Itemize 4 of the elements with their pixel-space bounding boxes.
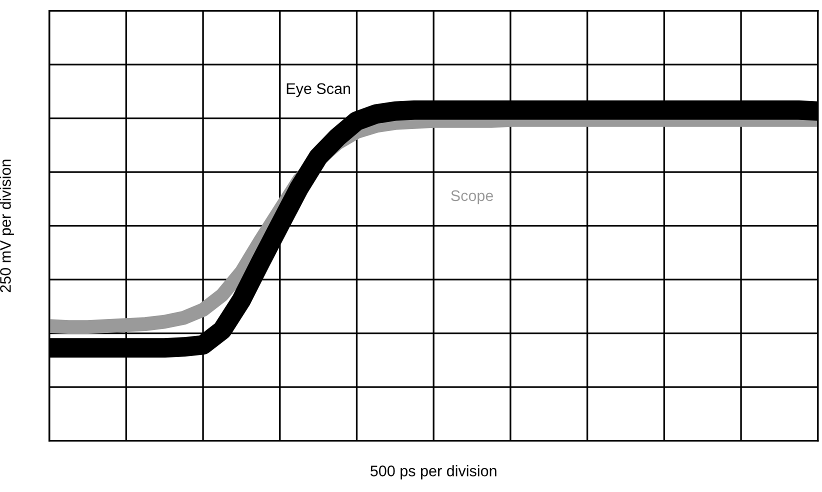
text: Scope bbox=[451, 190, 494, 204]
x-axis-title: 500 ps per division bbox=[370, 465, 496, 480]
y-axis-title: 250 mV per division bbox=[0, 160, 14, 292]
series-label: Eye Scan bbox=[286, 83, 350, 98]
